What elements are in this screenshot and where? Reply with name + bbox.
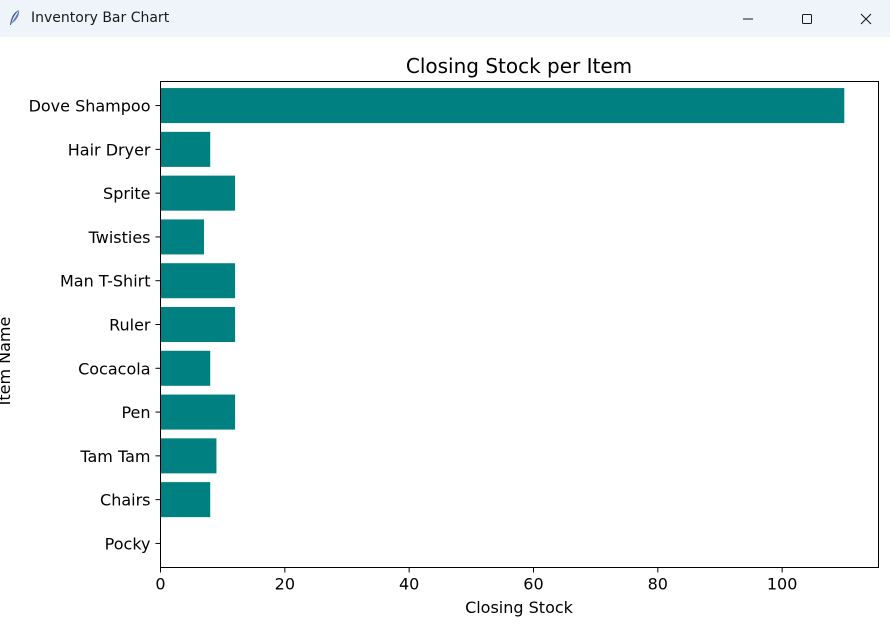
maximize-icon [802,13,812,24]
y-tick-label: Hair Dryer [68,140,151,159]
y-ticks-group: Dove Shampoo Hair Dryer Sprite Twisties Man … [29,97,161,553]
y-tick-label: Pen [121,403,150,422]
y-tick-label: Chairs [100,491,150,510]
bar [160,438,217,474]
bar-chart: Closing Stock per Item Closing Stock Ite… [0,54,879,617]
y-tick-label: Man T-Shirt [60,272,151,291]
bar [160,175,236,211]
y-tick-label: Dove Shampoo [29,97,151,116]
maximize-button[interactable] [779,0,835,37]
minimize-icon [743,18,753,19]
x-tick-label: 40 [399,575,419,594]
bar [160,350,211,386]
window-title: Inventory Bar Chart [31,10,170,26]
chart-title: Closing Stock per Item [406,54,632,78]
bar [160,482,211,518]
close-icon [860,13,872,24]
y-tick-label: Ruler [109,316,151,335]
bar [160,219,205,255]
bar [160,394,236,430]
x-tick-label: 20 [275,575,295,594]
chart-area: Closing Stock per Item Closing Stock Ite… [0,37,890,631]
y-tick-label: Tam Tam [79,447,150,466]
x-ticks-group: 0 20 40 60 80 100 [155,567,798,594]
bar [160,263,236,299]
feather-icon [10,10,20,25]
bar [160,131,211,167]
plot-frame [160,81,879,568]
close-button[interactable] [838,0,890,37]
bar [160,88,845,124]
title-bar[interactable]: Inventory Bar Chart [0,0,890,37]
y-tick-label: Pocky [105,534,151,553]
bars-group [160,88,845,518]
y-tick-label: Sprite [103,184,150,203]
x-axis-label: Closing Stock [465,598,574,617]
bar [160,306,236,343]
x-tick-label: 80 [648,575,668,594]
y-tick-label: Twisties [88,228,151,247]
x-tick-label: 100 [767,575,798,594]
x-tick-label: 0 [155,575,165,594]
y-axis-label: Item Name [0,317,14,406]
minimize-button[interactable] [720,0,776,37]
y-tick-label: Cocacola [78,359,150,378]
x-tick-label: 60 [523,575,543,594]
